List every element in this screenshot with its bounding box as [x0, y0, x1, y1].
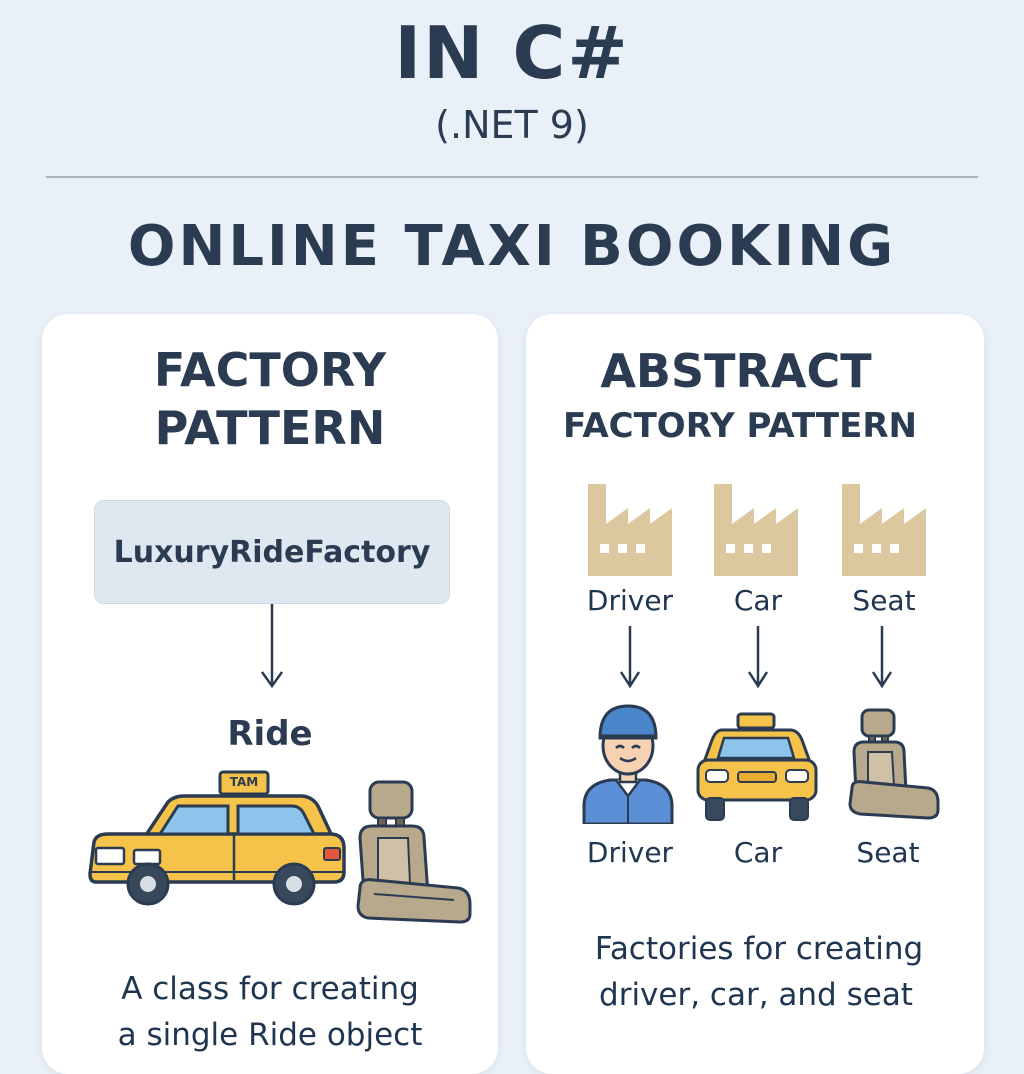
- factory-label-seat: Seat: [852, 584, 916, 617]
- factory-description-line1: A class for creating: [121, 971, 419, 1007]
- arrow-down-icon: [619, 626, 641, 688]
- car-seat-icon: [356, 780, 472, 924]
- arrow-down-icon: [747, 626, 769, 688]
- factory-description-line2: a single Ride object: [117, 1017, 423, 1053]
- factory-icon: [714, 484, 798, 576]
- product-label-driver: Driver: [586, 836, 674, 869]
- luxury-ride-factory-box: LuxuryRideFactory: [94, 500, 450, 604]
- factory-icon: [588, 484, 672, 576]
- driver-icon: [582, 704, 674, 824]
- arrow-down-icon: [260, 604, 284, 689]
- taxi-car-icon: [696, 712, 818, 821]
- car-seat-icon: [848, 708, 940, 820]
- page-subtitle: (.NET 9): [435, 103, 589, 147]
- ride-label: Ride: [227, 714, 313, 754]
- factory-label-driver: Driver: [586, 584, 674, 617]
- product-label-seat: Seat: [856, 836, 920, 869]
- abstract-heading-line2: FACTORY PATTERN: [563, 406, 917, 446]
- abstract-description-line1: Factories for creating: [594, 931, 924, 967]
- divider: [46, 176, 978, 178]
- taxi-sign-text: TAM: [229, 775, 259, 789]
- factory-heading-line2: PATTERN: [154, 401, 386, 455]
- abstract-description-line2: driver, car, and seat: [599, 977, 913, 1013]
- abstract-factory-card: ABSTRACT FACTORY PATTERN Driver Car Seat: [526, 314, 984, 1074]
- factory-pattern-card: FACTORY PATTERN LuxuryRideFactory Ride T…: [42, 314, 498, 1074]
- factory-heading-line1: FACTORY: [153, 343, 387, 397]
- factory-label-car: Car: [733, 584, 783, 617]
- page-title: IN C#: [394, 11, 630, 95]
- abstract-heading-line1: ABSTRACT: [600, 344, 872, 398]
- arrow-down-icon: [871, 626, 893, 688]
- factory-icon: [842, 484, 926, 576]
- product-label-car: Car: [733, 836, 783, 869]
- taxi-car-icon: [88, 770, 346, 906]
- section-title: ONLINE TAXI BOOKING: [127, 214, 897, 279]
